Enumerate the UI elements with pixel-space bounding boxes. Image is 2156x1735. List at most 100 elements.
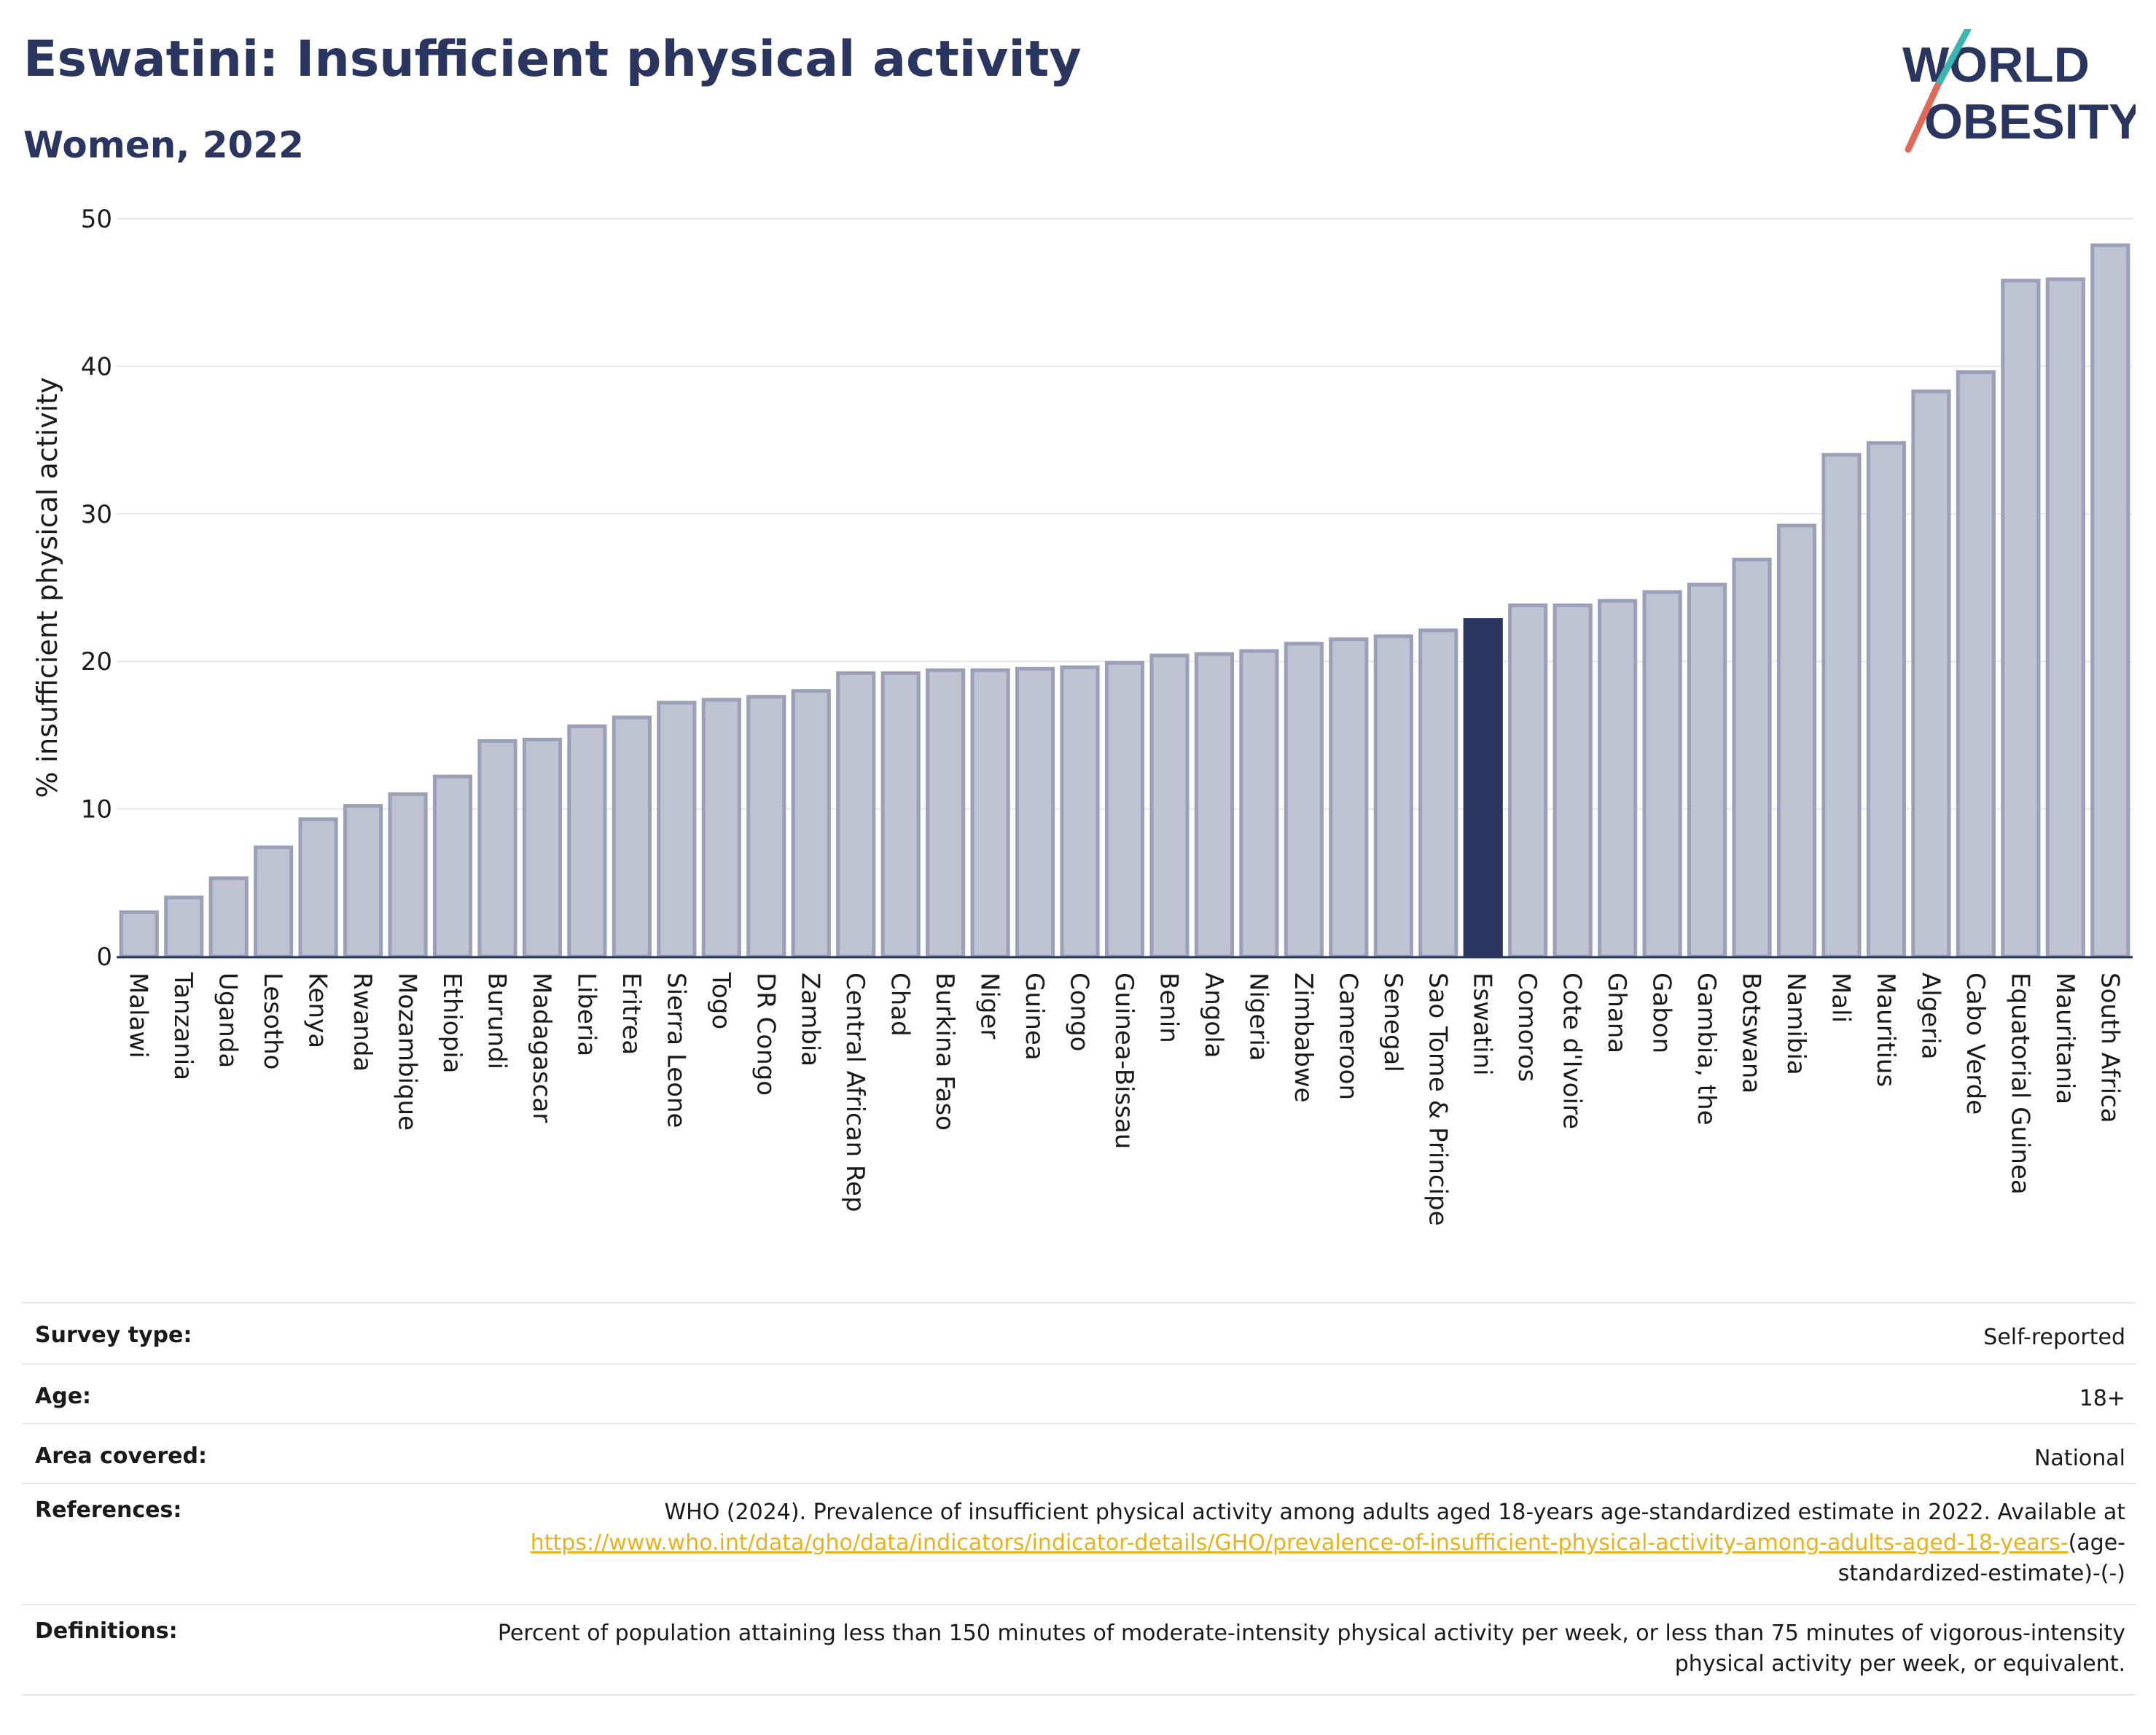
bar-rwanda <box>343 804 383 959</box>
y-axis-label: % insufficient physical activity <box>31 377 63 798</box>
bar-togo <box>701 698 741 959</box>
x-tick-label: Ghana <box>1602 972 1631 1053</box>
survey-type-label: Survey type: <box>35 1322 192 1348</box>
bar-dr-congo <box>746 695 786 959</box>
references-text: WHO (2024). Prevalence of insufficient p… <box>664 1500 2125 1525</box>
y-tick-label: 20 <box>81 647 112 677</box>
info-row-area: Area covered: National <box>22 1423 2136 1483</box>
references-value: WHO (2024). Prevalence of insufficient p… <box>434 1497 2125 1604</box>
bar-gambia-the <box>1687 582 1727 959</box>
x-tick-label: Angola <box>1199 972 1228 1058</box>
bar-algeria <box>1911 389 1951 959</box>
definitions-label: Definitions: <box>35 1618 178 1644</box>
bar-ghana <box>1598 599 1638 959</box>
x-tick-label: Botswana <box>1737 972 1766 1093</box>
bar-guinea <box>1015 666 1055 959</box>
x-tick-label: Lesotho <box>258 972 287 1069</box>
bar-kenya <box>298 817 338 959</box>
x-tick-label: Zimbabwe <box>1289 972 1318 1103</box>
x-tick-label: Niger <box>975 972 1004 1039</box>
x-tick-label: Gabon <box>1647 972 1676 1053</box>
y-tick-label: 10 <box>81 795 112 824</box>
bar-senegal <box>1373 634 1413 959</box>
bar-tanzania <box>164 895 204 959</box>
bar-zambia <box>791 689 831 959</box>
bar-chart: 0 10 20 30 40 50 Malawi Tanzania Uganda Lesotho K… <box>31 205 2133 1226</box>
bar-mauritania <box>2045 277 2085 959</box>
bar-central-african-rep <box>836 671 876 959</box>
x-tick-label: Rwanda <box>348 972 377 1072</box>
area-covered-label: Area covered: <box>35 1443 207 1469</box>
bar-gabon <box>1642 590 1682 959</box>
x-tick-label: Madagascar <box>527 972 556 1123</box>
references-label: References: <box>35 1497 182 1523</box>
info-row-definitions: Definitions: Percent of population attai… <box>22 1604 2136 1696</box>
x-tick-label: Guinea-Bissau <box>1109 972 1138 1149</box>
references-link[interactable]: https://www.who.int/data/gho/data/indica… <box>530 1530 2069 1556</box>
bar-botswana <box>1732 558 1772 959</box>
bar-zimbabwe <box>1284 642 1324 959</box>
logo-slash-bottom <box>1905 82 1941 153</box>
bar-mozambique <box>388 792 428 959</box>
bar-mauritius <box>1866 441 1907 959</box>
bar-lesotho <box>254 845 294 959</box>
bar-cameroon <box>1329 637 1369 959</box>
x-tick-label: Benin <box>1154 972 1183 1043</box>
bars <box>119 243 2130 959</box>
x-tick-label: Chad <box>886 972 915 1037</box>
x-tick-label: Liberia <box>571 972 601 1056</box>
bar-angola <box>1194 652 1235 959</box>
x-axis-ticks: Malawi Tanzania Uganda Lesotho Kenya Rwanda Mo… <box>124 972 2125 1226</box>
x-tick-label: Namibia <box>1781 972 1811 1075</box>
bar-mali <box>1821 453 1862 959</box>
x-tick-label: Burkina Faso <box>930 972 959 1131</box>
logo-slash-top <box>1934 29 1972 90</box>
bar-sierra-leone <box>657 701 697 959</box>
age-label: Age: <box>35 1384 92 1409</box>
x-tick-label: Uganda <box>214 972 243 1068</box>
x-tick-label: Guinea <box>1020 972 1049 1061</box>
bar-cote-d-ivoire <box>1552 603 1593 959</box>
bar-comoros <box>1508 603 1548 959</box>
x-tick-label: Cabo Verde <box>1961 972 1990 1115</box>
logo-line2: OBESITY <box>1924 94 2136 149</box>
x-tick-label: Gambia, the <box>1692 972 1721 1126</box>
x-tick-label: Algeria <box>1915 972 1945 1059</box>
y-axis-ticks: 0 10 20 30 40 50 <box>81 205 112 972</box>
y-tick-label: 30 <box>81 500 112 529</box>
x-tick-label: Mozambique <box>393 972 422 1131</box>
x-tick-label: Cote d'Ivoire <box>1558 972 1587 1129</box>
bar-niger <box>970 668 1010 959</box>
info-row-age: Age: 18+ <box>22 1363 2136 1423</box>
x-tick-label: Comoros <box>1512 972 1542 1082</box>
x-tick-label: Senegal <box>1378 972 1407 1072</box>
x-tick-label: Malawi <box>124 972 153 1058</box>
x-tick-label: South Africa <box>2095 972 2124 1123</box>
x-tick-label: Congo <box>1065 972 1094 1051</box>
bar-south-africa <box>2090 243 2130 959</box>
x-tick-label: Mauritania <box>2050 972 2079 1104</box>
x-tick-label: Zambia <box>796 972 825 1067</box>
bar-chad <box>880 671 921 959</box>
survey-type-value: Self-reported <box>1983 1325 2125 1350</box>
bar-guinea-bissau <box>1104 660 1145 959</box>
x-tick-label: Ethiopia <box>437 972 466 1073</box>
x-tick-label: DR Congo <box>751 972 780 1096</box>
world-obesity-logo: WORLD OBESITY <box>1902 29 2136 153</box>
x-tick-label: Nigeria <box>1243 972 1273 1061</box>
x-tick-label: Burundi <box>482 972 511 1069</box>
bar-congo <box>1060 665 1100 959</box>
chart-title: Eswatini: Insufficient physical activity <box>23 31 1082 88</box>
bar-eritrea <box>612 715 652 959</box>
y-tick-label: 50 <box>81 205 112 234</box>
logo-line1: WORLD <box>1902 37 2090 93</box>
bar-uganda <box>208 876 249 959</box>
x-tick-label: Sierra Leone <box>661 972 690 1128</box>
bar-madagascar <box>522 737 563 959</box>
x-tick-label: Togo <box>706 972 735 1029</box>
x-tick-label: Kenya <box>303 972 332 1048</box>
definitions-value: Percent of population attaining less tha… <box>497 1621 2125 1677</box>
bar-ethiopia <box>432 774 473 959</box>
bar-burundi <box>477 738 517 959</box>
bar-sao-tome-principe <box>1418 628 1458 959</box>
